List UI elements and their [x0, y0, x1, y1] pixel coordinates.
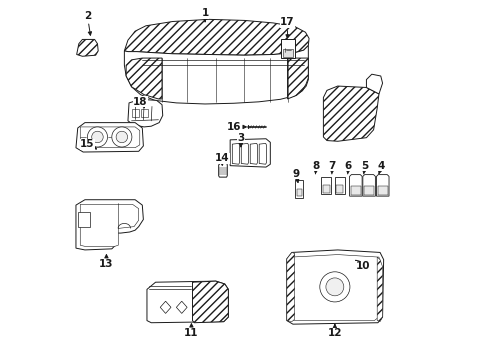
- Polygon shape: [376, 175, 388, 196]
- Bar: [321, 177, 330, 194]
- Text: 1: 1: [201, 8, 208, 22]
- Text: 11: 11: [184, 324, 198, 338]
- Bar: [295, 180, 303, 198]
- Polygon shape: [160, 301, 171, 314]
- Text: 10: 10: [355, 260, 369, 271]
- Text: 6: 6: [344, 161, 351, 174]
- Text: 12: 12: [327, 324, 342, 338]
- Text: 9: 9: [292, 168, 299, 183]
- Polygon shape: [128, 99, 163, 127]
- Circle shape: [116, 131, 127, 143]
- Text: 3: 3: [237, 133, 244, 147]
- Bar: [350, 186, 360, 195]
- Bar: [336, 185, 343, 193]
- Polygon shape: [287, 58, 308, 99]
- Bar: [131, 109, 139, 117]
- Polygon shape: [376, 257, 382, 321]
- Bar: [322, 185, 329, 193]
- Polygon shape: [176, 301, 187, 314]
- Text: 17: 17: [280, 17, 294, 38]
- Text: 14: 14: [215, 153, 229, 165]
- Polygon shape: [192, 281, 228, 323]
- Polygon shape: [124, 45, 308, 104]
- Circle shape: [112, 127, 132, 147]
- Text: 5: 5: [361, 161, 368, 174]
- Polygon shape: [80, 204, 139, 246]
- Text: 16: 16: [227, 122, 246, 132]
- Polygon shape: [80, 127, 140, 148]
- Polygon shape: [349, 175, 362, 196]
- Polygon shape: [77, 40, 98, 56]
- Polygon shape: [241, 143, 248, 164]
- Polygon shape: [259, 143, 266, 164]
- Bar: [296, 189, 301, 197]
- Polygon shape: [323, 86, 378, 141]
- Bar: [282, 49, 293, 57]
- Text: 2: 2: [83, 11, 91, 35]
- Circle shape: [92, 131, 103, 143]
- Polygon shape: [76, 123, 143, 152]
- Bar: [78, 212, 90, 227]
- Polygon shape: [286, 252, 294, 321]
- Polygon shape: [124, 19, 308, 55]
- Bar: [364, 186, 373, 195]
- Polygon shape: [290, 255, 379, 320]
- Text: 15: 15: [80, 139, 96, 149]
- Polygon shape: [250, 143, 257, 164]
- Polygon shape: [286, 250, 383, 324]
- Polygon shape: [232, 143, 239, 164]
- Bar: [377, 186, 387, 195]
- Text: 18: 18: [133, 97, 147, 108]
- Bar: [140, 109, 148, 117]
- Polygon shape: [147, 281, 228, 323]
- Circle shape: [87, 127, 107, 147]
- Polygon shape: [230, 139, 270, 167]
- Polygon shape: [126, 58, 162, 99]
- Polygon shape: [76, 200, 143, 250]
- Text: 13: 13: [99, 255, 113, 269]
- Text: 4: 4: [377, 161, 385, 174]
- Text: 8: 8: [312, 161, 319, 174]
- Polygon shape: [362, 175, 375, 196]
- Text: 7: 7: [328, 161, 335, 174]
- Polygon shape: [366, 74, 382, 94]
- Polygon shape: [218, 163, 227, 177]
- Circle shape: [319, 272, 349, 302]
- Bar: [281, 40, 294, 58]
- Circle shape: [325, 278, 343, 296]
- Bar: [334, 177, 344, 194]
